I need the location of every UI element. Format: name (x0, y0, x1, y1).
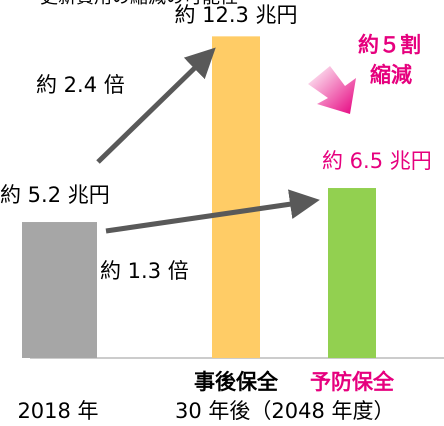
bar (328, 188, 376, 358)
group-label: 30 年後（2048 年度） (175, 399, 395, 423)
category-label: 2018 年 (17, 399, 98, 423)
arrow (105, 189, 320, 234)
value-label: 約 6.5 兆円 (322, 149, 432, 173)
category-label: 予防保全 (310, 370, 395, 394)
value-label: 約 5.2 兆円 (0, 183, 110, 207)
bar (212, 36, 260, 358)
value-label: 約 12.3 兆円 (174, 3, 297, 27)
annotation: 縮減 (370, 63, 412, 87)
annotation: 約 1.3 倍 (100, 259, 189, 283)
arrow (96, 47, 216, 164)
annotation: 約 2.4 倍 (36, 73, 125, 97)
chart-title: 更新費用の縮減の可能性 (40, 0, 238, 8)
bars (22, 36, 376, 358)
reduction-arrow (308, 66, 356, 114)
bar (22, 222, 97, 358)
annotation: 約５割 (358, 33, 421, 57)
category-label: 事後保全 (194, 370, 279, 394)
